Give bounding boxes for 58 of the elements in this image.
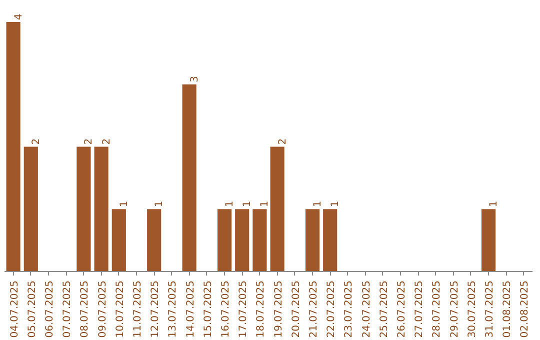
x-tick-label: 19.07.2025 — [273, 280, 284, 338]
data-label: 1 — [154, 200, 166, 208]
bar — [305, 209, 320, 272]
data-label: 2 — [30, 138, 42, 145]
bar — [76, 146, 91, 272]
x-tick-label: 04.07.2025 — [9, 280, 20, 338]
bar — [252, 209, 267, 272]
bar — [323, 209, 338, 272]
data-label: 3 — [189, 76, 200, 82]
data-label: 1 — [488, 200, 500, 208]
x-tick-label: 21.07.2025 — [308, 280, 320, 338]
x-tick-label: 28.07.2025 — [432, 280, 443, 338]
data-label: 2 — [277, 138, 288, 145]
x-tick-label: 15.07.2025 — [202, 280, 214, 338]
bar — [481, 209, 496, 272]
bar — [6, 22, 20, 272]
bar — [112, 209, 126, 272]
x-tick-label: 18.07.2025 — [256, 280, 267, 338]
x-tick-label: 07.07.2025 — [62, 280, 74, 338]
x-tick-label: 16.07.2025 — [220, 280, 232, 338]
x-tick-label: 25.07.2025 — [378, 280, 390, 338]
x-tick-label: 13.07.2025 — [168, 280, 179, 338]
x-tick-label: 02.08.2025 — [520, 280, 531, 338]
bar — [217, 209, 232, 272]
x-tick-label: 05.07.2025 — [26, 280, 38, 338]
x-tick-label: 11.07.2025 — [132, 280, 144, 338]
x-tick-label: 01.08.2025 — [502, 280, 514, 338]
bar — [147, 209, 162, 272]
x-tick-label: 14.07.2025 — [185, 280, 196, 338]
x-tick-label: 24.07.2025 — [361, 280, 372, 338]
data-label: 1 — [118, 200, 130, 208]
x-tick-label: 12.07.2025 — [150, 280, 162, 338]
data-label: 1 — [224, 200, 236, 208]
x-tick-label: 17.07.2025 — [238, 280, 250, 338]
x-tick-label: 30.07.2025 — [466, 280, 478, 338]
x-tick-label: 22.07.2025 — [326, 280, 338, 338]
x-tick-label: 10.07.2025 — [114, 280, 126, 338]
x-tick-label: 23.07.2025 — [344, 280, 355, 338]
data-label: 2 — [84, 138, 95, 145]
data-label: 4 — [13, 14, 24, 20]
x-tick-label: 29.07.2025 — [449, 280, 460, 338]
data-label: 1 — [242, 200, 254, 208]
x-tick-label: 06.07.2025 — [44, 280, 56, 338]
data-label: 1 — [312, 200, 324, 208]
x-tick-label: 09.07.2025 — [97, 280, 108, 338]
data-label: 1 — [260, 200, 271, 208]
x-tick-label: 20.07.2025 — [290, 280, 302, 338]
bar — [182, 84, 196, 272]
data-label: 2 — [101, 138, 112, 145]
bar — [94, 146, 108, 272]
x-tick-label: 27.07.2025 — [414, 280, 426, 338]
data-label: 1 — [330, 200, 342, 208]
x-tick-label: 26.07.2025 — [396, 280, 408, 338]
x-tick-label: 31.07.2025 — [484, 280, 496, 338]
bar — [235, 209, 250, 272]
bar — [24, 146, 38, 272]
x-tick-label: 08.07.2025 — [80, 280, 91, 338]
bar — [270, 146, 284, 272]
